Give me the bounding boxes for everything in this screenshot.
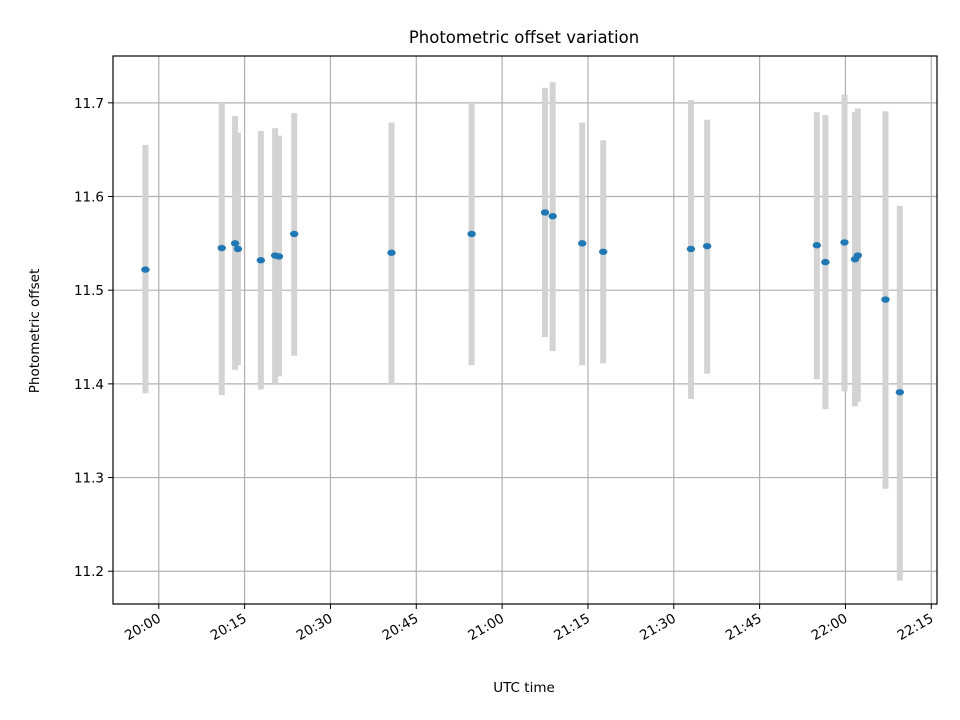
data-points <box>141 209 905 396</box>
y-tick-label: 11.2 <box>74 564 104 580</box>
data-point <box>821 258 830 266</box>
data-point <box>230 240 240 247</box>
data-point <box>548 212 557 220</box>
data-point <box>599 248 608 255</box>
x-tick-label: 21:30 <box>637 611 679 644</box>
y-tick-label: 11.7 <box>74 96 104 112</box>
x-tick-label: 21:15 <box>551 611 593 644</box>
data-point <box>387 249 396 256</box>
y-axis-label: Photometric offset <box>27 269 43 393</box>
x-tick-label: 21:00 <box>465 611 507 644</box>
data-point <box>895 389 905 396</box>
error-bars <box>142 82 903 581</box>
y-tick-label: 11.3 <box>74 471 104 487</box>
x-tick-label: 22:00 <box>809 611 851 644</box>
x-tick-label: 20:00 <box>122 611 164 644</box>
data-point <box>217 244 226 252</box>
data-point <box>274 253 284 260</box>
data-point <box>812 242 822 249</box>
data-point <box>702 242 712 250</box>
data-point <box>290 230 299 238</box>
data-point <box>840 239 849 246</box>
y-tick-label: 11.6 <box>74 190 104 206</box>
x-tick-label: 22:15 <box>895 611 937 644</box>
axis-ticks: 20:00 20:15 20:30 20:45 21:00 21:15 21:30 21:45… <box>74 96 936 644</box>
x-tick-label: 21:45 <box>723 611 765 644</box>
y-tick-label: 11.4 <box>74 377 104 393</box>
data-point <box>467 230 476 238</box>
data-point <box>141 266 150 273</box>
x-axis-label: UTC time <box>493 680 555 696</box>
data-point <box>853 252 863 259</box>
x-tick-label: 20:45 <box>380 611 422 644</box>
plot-area-frame <box>112 55 938 605</box>
chart-title: Photometric offset variation <box>409 28 639 47</box>
data-point <box>540 209 550 216</box>
grid <box>113 56 937 604</box>
x-tick-label: 20:15 <box>208 611 250 644</box>
data-point <box>256 257 266 264</box>
data-point <box>881 296 890 303</box>
x-tick-label: 20:30 <box>294 611 336 644</box>
data-point <box>233 245 243 253</box>
y-tick-label: 11.5 <box>74 283 104 299</box>
data-point <box>578 240 587 247</box>
data-point <box>686 245 696 253</box>
